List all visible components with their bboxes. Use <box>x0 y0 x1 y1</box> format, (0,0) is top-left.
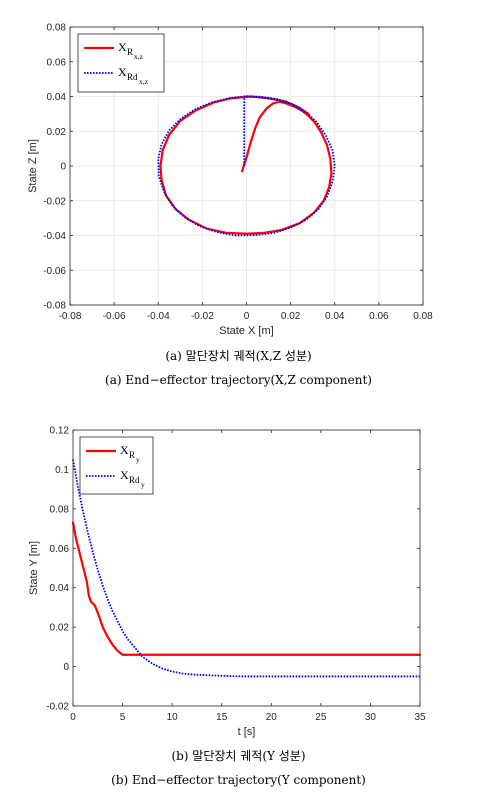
chart-a-legend-box <box>77 33 165 93</box>
chart-a-y-axis-label: State Z [m] <box>27 139 39 193</box>
chart-a-x-axis-label: State X [m] <box>219 325 273 337</box>
chart-b-legend-label-subsub: y <box>141 480 145 489</box>
chart-b-series-line-actual <box>71 521 422 656</box>
chart-b-y-trajectory: 0 5 10 15 20 25 30 35 -0.0200.020.040.060.080.1… <box>28 426 426 739</box>
chart-a-x-tick-label: -0.08 <box>59 311 82 322</box>
chart-a-x-tick-label: -0.02 <box>191 311 214 322</box>
chart-b-legend-label-main: X <box>120 443 129 457</box>
caption-b-korean: (b) 말단장치 궤적(Y 성분) <box>171 749 306 763</box>
chart-a-y-tick-label: 0.04 <box>47 92 67 103</box>
caption-a-english: (a) End−effector trajectory(X,Z componen… <box>105 373 372 387</box>
chart-b-x-tick-label: 15 <box>216 712 228 723</box>
chart-b-x-ticks: 0 5 10 15 20 25 30 35 <box>70 430 426 723</box>
chart-b-x-tick-label: 10 <box>167 712 179 723</box>
chart-a-series-group <box>157 95 336 237</box>
chart-a-y-tick-label: -0.02 <box>43 196 66 207</box>
chart-a-x-tick-label: 0.06 <box>369 311 389 322</box>
chart-b-y-tick-label: 0.06 <box>50 544 70 555</box>
chart-b-y-ticks: -0.02 0 0.02 0.04 0.06 0.08 0.1 0.12 <box>46 426 420 713</box>
chart-b-y-tick-label: 0.1 <box>55 465 69 476</box>
chart-a-y-ticks: -0.08 -0.06 -0.04 -0.02 0 0.02 0.04 0.06 0.08 <box>43 23 423 312</box>
chart-a-series-line-actual <box>159 95 333 235</box>
chart-a-series-line-desired <box>157 95 336 237</box>
chart-a-x-tick-label: 0 <box>244 311 250 322</box>
chart-a-x-tick-label: 0.08 <box>413 311 433 322</box>
chart-a-x-ticks: -0.08 -0.06 -0.04 -0.02 0 0.02 0.04 0.06 0.08 <box>59 27 433 322</box>
chart-b-series-group <box>71 459 422 678</box>
chart-a-x-tick-label: -0.06 <box>103 311 126 322</box>
chart-a-y-tick-label: 0 <box>60 162 66 173</box>
chart-b-y-tick-label: 0.02 <box>50 623 70 634</box>
chart-a-y-tick-label: -0.06 <box>43 266 66 277</box>
chart-b-x-axis-label: t [s] <box>238 726 256 738</box>
chart-a-x-tick-label: -0.04 <box>147 311 170 322</box>
chart-a-y-tick-label: 0.06 <box>47 57 67 68</box>
chart-a-legend-label-sub: R <box>127 47 133 57</box>
chart-b-y-tick-label: 0.04 <box>50 583 70 594</box>
chart-b-legend-label-sub: R <box>129 450 135 460</box>
chart-a-legend-label-subsub: x,z <box>134 52 144 61</box>
chart-b-legend-label-subsub: y <box>136 455 140 464</box>
chart-a-xz-trajectory: -0.08 -0.06 -0.04 -0.02 0 0.02 0.04 0.06 0.08 -0… <box>27 23 433 338</box>
chart-b-series-line-desired <box>72 459 420 678</box>
chart-b-x-tick-label: 0 <box>70 712 76 723</box>
chart-b-legend-label-main: X <box>120 468 129 482</box>
chart-b-y-tick-label: -0.02 <box>46 702 69 713</box>
chart-b-legend-label-sub: Rd <box>129 475 140 485</box>
chart-b-y-tick-label: 0.12 <box>50 426 70 437</box>
chart-a-y-tick-label: 0.02 <box>47 127 67 138</box>
chart-a-y-tick-label: 0.08 <box>47 23 67 34</box>
caption-a-korean: (a) 말단장치 궤적(X,Z 성분) <box>165 349 312 363</box>
chart-b-x-tick-label: 25 <box>315 712 327 723</box>
chart-a-legend-label-main: X <box>118 40 127 54</box>
chart-a-legend-label-main: X <box>118 65 127 79</box>
chart-b-x-tick-label: 35 <box>414 712 426 723</box>
chart-a-x-tick-label: 0.02 <box>281 311 301 322</box>
chart-a-legend-label-sub: Rd <box>127 72 138 82</box>
chart-b-x-tick-label: 5 <box>120 712 126 723</box>
chart-b-legend-box <box>79 436 154 495</box>
caption-b-english: (b) End−effector trajectory(Y component) <box>111 773 366 787</box>
chart-b-y-tick-label: 0.08 <box>50 504 70 515</box>
chart-a-legend-label-subsub: x,z <box>139 77 149 86</box>
chart-a-y-tick-label: -0.08 <box>43 301 66 312</box>
chart-b-y-axis-label: State Y [m] <box>28 541 40 595</box>
chart-a-x-tick-label: 0.04 <box>325 311 345 322</box>
chart-b-y-tick-label: 0 <box>63 662 69 673</box>
chart-b-x-tick-label: 30 <box>365 712 377 723</box>
chart-b-plot-frame <box>72 429 421 707</box>
chart-b-x-tick-label: 20 <box>266 712 278 723</box>
chart-a-y-tick-label: -0.04 <box>43 231 66 242</box>
